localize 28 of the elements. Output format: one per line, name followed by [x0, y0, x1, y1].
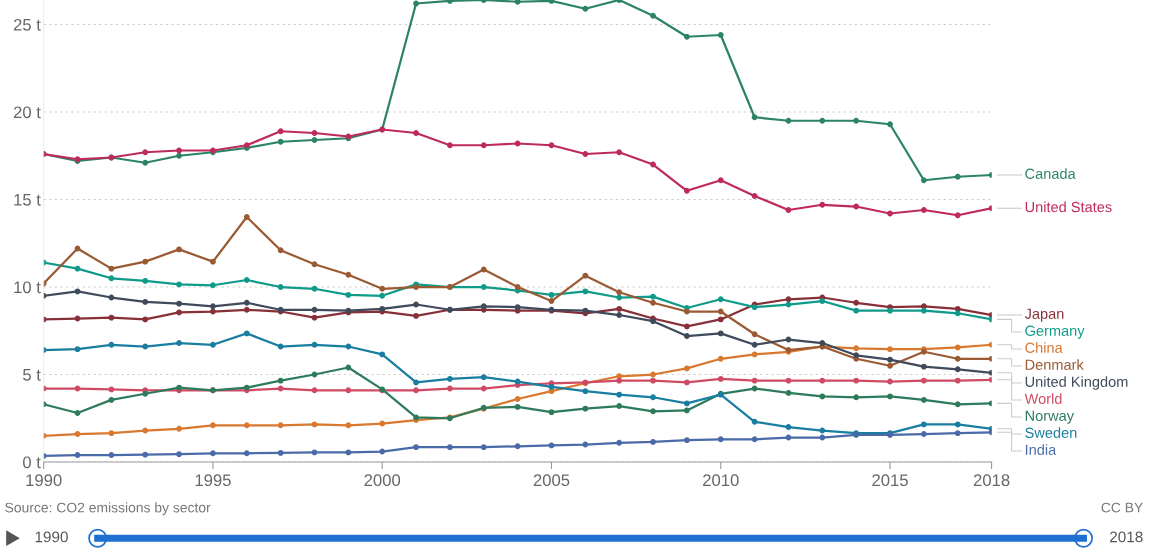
text: 2018	[1110, 531, 1143, 543]
y-tick-label: 10 t	[14, 281, 41, 294]
text: Japan	[1024, 308, 1064, 322]
text: Norway	[1025, 410, 1074, 424]
text: Canada	[1025, 168, 1076, 179]
x-tick-label: 1995	[195, 474, 231, 487]
text: CC BY	[1101, 502, 1143, 513]
text: United States	[1025, 201, 1112, 213]
text: 1990	[35, 531, 68, 543]
text: Germany	[1025, 325, 1085, 339]
y-tick-label: 20 t	[13, 106, 41, 119]
y-tick-label: 0 t	[23, 456, 41, 469]
x-tick-label: 2000	[364, 474, 401, 487]
text: Denmark	[1025, 359, 1084, 370]
x-tick-label: 2010	[703, 474, 739, 487]
text: Sweden	[1025, 427, 1077, 438]
text: World	[1024, 393, 1062, 404]
x-tick-label: 2015	[872, 474, 908, 487]
y-tick-label: 5 t	[23, 369, 41, 381]
x-tick-label: 2018	[973, 474, 1010, 487]
text: India	[1025, 444, 1057, 455]
text: United Kingdom	[1025, 376, 1128, 390]
text: China	[1025, 342, 1063, 353]
source-note: Source: CO2 emissions by sector	[5, 502, 211, 516]
x-tick-label: 2005	[533, 474, 570, 487]
y-tick-label: 25 t	[13, 18, 41, 31]
y-tick-label: 15 t	[14, 194, 41, 206]
x-tick-label: 1990	[26, 474, 62, 487]
